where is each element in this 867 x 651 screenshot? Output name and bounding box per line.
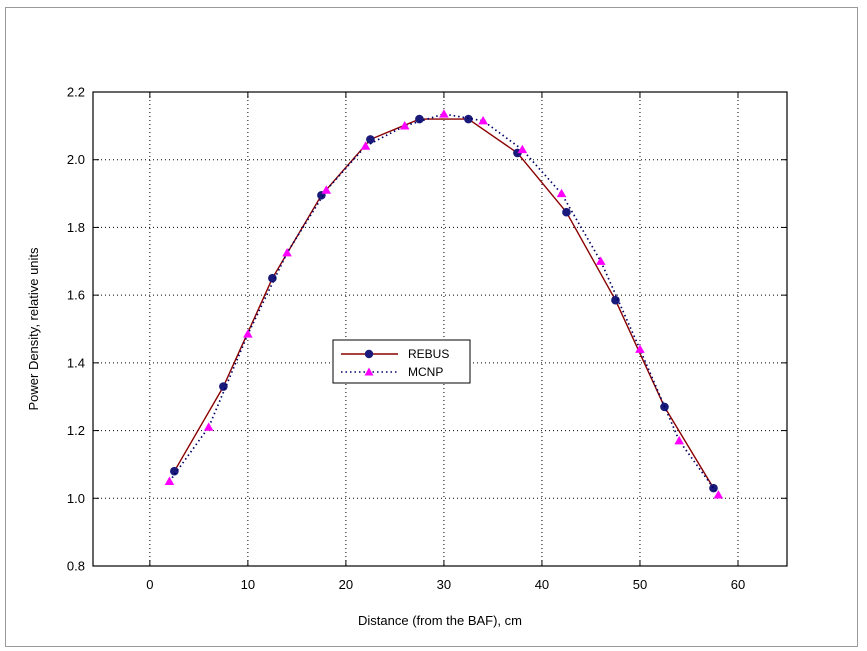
rebus-point xyxy=(464,114,473,124)
mcnp-point xyxy=(399,121,410,130)
y-tick-label: 1.0 xyxy=(67,491,85,506)
legend-rebus-marker xyxy=(364,349,374,359)
mcnp-point xyxy=(439,109,449,118)
rebus-point xyxy=(366,135,375,144)
x-tick-label: 10 xyxy=(241,577,255,592)
mcnp-point xyxy=(556,188,567,198)
x-tick-label: 50 xyxy=(633,577,647,592)
y-tick-label: 0.8 xyxy=(67,559,85,574)
x-axis-ticks: 0 10 20 30 40 50 60 xyxy=(146,92,745,592)
x-tick-label: 60 xyxy=(731,577,745,592)
mcnp-point xyxy=(674,435,684,445)
rebus-point xyxy=(415,114,424,124)
y-tick-label: 1.8 xyxy=(67,220,85,235)
mcnp-point xyxy=(478,115,488,125)
x-tick-label: 0 xyxy=(146,577,153,592)
y-tick-label: 2.2 xyxy=(67,85,85,100)
plot-border xyxy=(92,91,788,567)
legend: REBUS MCNP xyxy=(332,339,471,384)
series-layer xyxy=(164,109,724,499)
y-axis-ticks: 0.8 1.0 1.2 1.4 1.6 1.8 2.0 2.2 xyxy=(67,85,787,574)
mcnp-point xyxy=(517,144,528,154)
rebus-series-line xyxy=(173,118,715,489)
mcnp-point xyxy=(321,185,332,194)
rebus-point xyxy=(562,207,571,217)
mcnp-point xyxy=(282,248,292,257)
grid-lines xyxy=(93,92,787,566)
mcnp-point xyxy=(713,490,724,499)
mcnp-point xyxy=(243,329,253,338)
x-tick-label: 20 xyxy=(339,577,353,592)
rebus-point xyxy=(268,273,277,283)
x-axis-title: Distance (from the BAF), cm xyxy=(358,613,522,628)
y-axis-title: Power Density, relative units xyxy=(26,247,41,411)
y-tick-label: 1.4 xyxy=(67,355,85,370)
rebus-point xyxy=(170,466,179,476)
rebus-point xyxy=(709,483,718,493)
mcnp-point xyxy=(595,256,606,265)
rebus-point xyxy=(611,295,620,305)
mcnp-point xyxy=(360,141,371,150)
legend-mcnp-marker xyxy=(364,367,374,376)
legend-box xyxy=(332,339,471,384)
legend-rebus-label: REBUS xyxy=(408,347,449,361)
mcnp-series-line xyxy=(168,113,720,496)
y-tick-label: 1.6 xyxy=(67,288,85,303)
plot-area xyxy=(93,92,787,566)
legend-mcnp-label: MCNP xyxy=(408,365,443,379)
x-tick-label: 30 xyxy=(437,577,451,592)
mcnp-point xyxy=(635,344,645,353)
y-tick-label: 2.0 xyxy=(67,152,85,167)
x-tick-label: 40 xyxy=(535,577,549,592)
mcnp-point xyxy=(203,422,214,431)
mcnp-point xyxy=(164,476,175,485)
y-tick-label: 1.2 xyxy=(67,423,85,438)
